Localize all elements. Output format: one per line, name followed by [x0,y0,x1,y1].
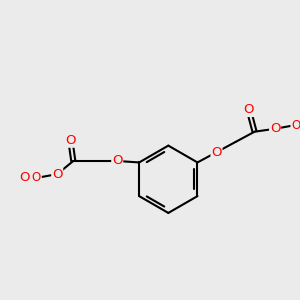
Text: O: O [65,134,76,147]
Text: O: O [32,171,41,184]
Text: O: O [211,146,222,159]
Text: O: O [52,168,62,181]
Text: O: O [112,154,122,167]
Text: O: O [19,171,29,184]
Text: O: O [244,103,254,116]
Text: O: O [270,122,280,135]
Text: O: O [291,119,300,132]
